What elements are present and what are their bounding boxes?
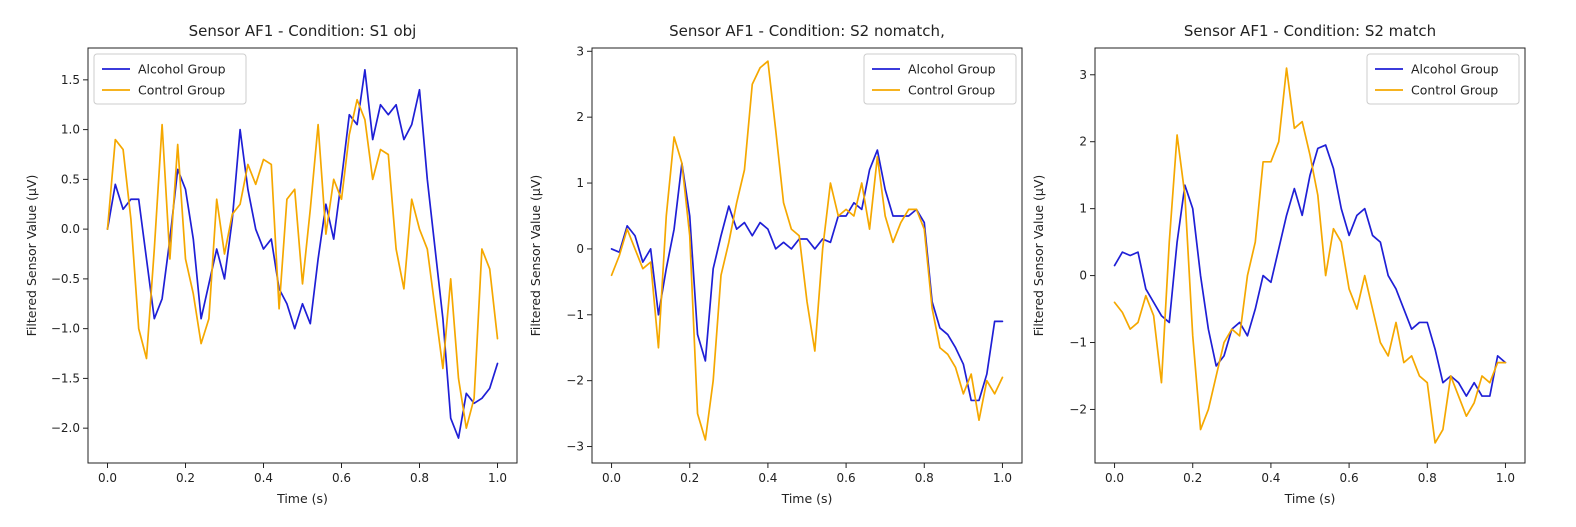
x-axis-label: Time (s): [1284, 491, 1336, 506]
x-axis-label: Time (s): [276, 491, 328, 506]
y-tick-label: 2: [1079, 135, 1087, 149]
y-tick-label: 1.0: [61, 123, 80, 137]
plot-frame: [1094, 47, 1526, 464]
legend-box: [93, 53, 247, 105]
y-axis-label: Filtered Sensor Value (μV): [1031, 175, 1046, 337]
y-tick-label: 0: [1079, 269, 1087, 283]
legend-entry: Alcohol Group: [908, 62, 996, 77]
x-tick-label: 1.0: [488, 471, 507, 485]
legend-box: [1366, 53, 1520, 105]
y-axis-label: Filtered Sensor Value (μV): [24, 175, 39, 337]
chart-title: Sensor AF1 - Condition: S2 nomatch,: [669, 22, 945, 40]
y-tick-label: −1.5: [51, 371, 80, 385]
x-tick-label: 0.2: [680, 471, 699, 485]
y-tick-label: −1.0: [51, 322, 80, 336]
legend: Alcohol Group Control Group: [1366, 53, 1520, 105]
y-tick-label: 0.0: [61, 222, 80, 236]
chart-panels: Sensor AF1 - Condition: S1 obj 0.0 0.2 0.4 0…: [24, 22, 1526, 506]
legend: Alcohol Group Control Group: [863, 53, 1017, 105]
x-tick-label: 1.0: [1496, 471, 1515, 485]
y-tick-label: −2: [566, 374, 584, 388]
y-axis-label: Filtered Sensor Value (μV): [528, 175, 543, 337]
legend-entry: Alcohol Group: [138, 62, 226, 77]
legend-entry: Control Group: [908, 83, 995, 98]
x-tick-label: 0.4: [254, 471, 273, 485]
legend-entry: Control Group: [138, 83, 225, 98]
chart-panel-2: Sensor AF1 - Condition: S2 nomatch, 0.0 0.…: [528, 22, 1023, 506]
x-tick-label: 0.2: [176, 471, 195, 485]
x-tick-label: 0.8: [915, 471, 934, 485]
y-tick-label: 1: [1079, 202, 1087, 216]
x-tick-label: 0.4: [758, 471, 777, 485]
x-tick-label: 0.0: [98, 471, 117, 485]
series-line-control-group: [610, 60, 1004, 441]
x-tick-label: 1.0: [993, 471, 1012, 485]
y-tick-label: −0.5: [51, 272, 80, 286]
plot-frame: [87, 47, 518, 464]
chart-panel-3: Sensor AF1 - Condition: S2 match 0.0 0.2 0.…: [1031, 22, 1526, 506]
y-tick-label: −1: [566, 308, 584, 322]
y-tick-label: −1: [1069, 336, 1087, 350]
x-tick-label: 0.4: [1261, 471, 1280, 485]
y-tick-label: −2: [1069, 402, 1087, 416]
x-tick-label: 0.8: [410, 471, 429, 485]
y-tick-label: 0: [576, 242, 584, 256]
y-tick-label: −2.0: [51, 421, 80, 435]
legend: Alcohol Group Control Group: [93, 53, 247, 105]
x-tick-label: 0.8: [1418, 471, 1437, 485]
y-tick-label: 3: [576, 44, 584, 58]
legend-entry: Alcohol Group: [1411, 62, 1499, 77]
x-tick-label: 0.0: [602, 471, 621, 485]
plot-frame: [591, 47, 1023, 464]
y-tick-label: −3: [566, 440, 584, 454]
series-line-control-group: [1113, 67, 1507, 444]
y-tick-label: 0.5: [61, 172, 80, 186]
legend-box: [863, 53, 1017, 105]
chart-title: Sensor AF1 - Condition: S2 match: [1184, 22, 1436, 40]
y-tick-label: 2: [576, 110, 584, 124]
series-line-alcohol-group: [610, 149, 1004, 402]
x-tick-label: 0.6: [837, 471, 856, 485]
series-line-control-group: [106, 98, 499, 430]
series-line-alcohol-group: [1113, 144, 1507, 397]
x-tick-label: 0.2: [1183, 471, 1202, 485]
x-tick-label: 0.6: [332, 471, 351, 485]
x-tick-label: 0.0: [1105, 471, 1124, 485]
y-tick-label: 1: [576, 176, 584, 190]
chart-title: Sensor AF1 - Condition: S1 obj: [189, 22, 417, 40]
x-axis-label: Time (s): [781, 491, 833, 506]
legend-entry: Control Group: [1411, 83, 1498, 98]
chart-panel-1: Sensor AF1 - Condition: S1 obj 0.0 0.2 0.4 0…: [24, 22, 518, 506]
y-tick-label: 1.5: [61, 73, 80, 87]
y-tick-label: 3: [1079, 68, 1087, 82]
x-tick-label: 0.6: [1340, 471, 1359, 485]
